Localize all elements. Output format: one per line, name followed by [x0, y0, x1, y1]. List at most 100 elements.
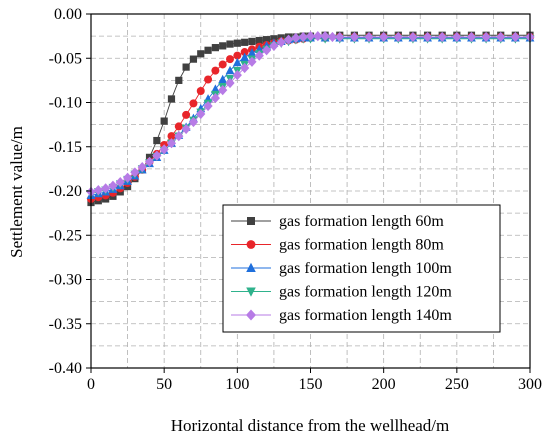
data-point [225, 65, 235, 75]
data-point [305, 31, 316, 42]
data-point [197, 50, 205, 58]
x-tick-label: 50 [156, 376, 172, 393]
data-point [327, 31, 338, 43]
x-tick-label: 100 [225, 376, 249, 393]
data-point [218, 60, 227, 69]
data-point [203, 100, 213, 112]
data-point [247, 48, 257, 57]
y-tick-label: -0.10 [49, 95, 82, 112]
y-tick-label: -0.20 [49, 183, 82, 200]
data-point [496, 31, 506, 43]
y-tick-label: -0.15 [49, 139, 82, 156]
data-point [153, 136, 161, 145]
legend-label: gas formation length 80m [279, 237, 444, 254]
data-point [181, 123, 191, 135]
data-point [255, 36, 263, 45]
y-axis-title: Settlement value/m [7, 126, 26, 258]
x-axis-title: Horizontal distance from the wellhead/m [171, 416, 450, 435]
data-point [233, 51, 242, 60]
x-tick-label: 300 [518, 376, 542, 393]
data-point [349, 31, 359, 43]
data-point [122, 172, 133, 183]
series-5 [86, 31, 535, 197]
data-point [174, 131, 184, 142]
x-tick-label: 250 [445, 376, 469, 393]
data-point [189, 55, 198, 63]
legend-label: gas formation length 100m [279, 260, 452, 277]
data-point [422, 31, 433, 43]
data-point [263, 36, 271, 44]
data-point [166, 138, 177, 149]
y-tick-label: -0.25 [49, 227, 82, 244]
data-point [182, 63, 190, 71]
data-point [240, 52, 250, 61]
data-point [232, 57, 242, 67]
data-point [408, 31, 418, 43]
data-point [247, 56, 257, 67]
data-point [182, 110, 191, 119]
legend-label: gas formation length 140m [279, 307, 452, 324]
data-point [218, 74, 228, 84]
data-point [437, 31, 447, 43]
data-point [283, 34, 294, 45]
x-tick-label: 200 [372, 376, 396, 393]
data-point [196, 86, 205, 95]
y-tick-label: -0.35 [49, 316, 82, 333]
data-point [101, 183, 111, 194]
legend-marker [246, 287, 256, 297]
series-group [86, 31, 535, 207]
data-point [510, 31, 520, 43]
data-point [225, 77, 235, 89]
data-point [269, 40, 279, 51]
legend-box [222, 204, 501, 333]
series-line [90, 37, 530, 196]
data-point [211, 66, 220, 75]
data-point [262, 45, 272, 56]
legend-marker [246, 240, 256, 249]
legend-marker [247, 217, 255, 225]
data-point [108, 180, 118, 191]
axis-ticks [86, 13, 531, 373]
data-point [175, 76, 183, 84]
data-point [240, 48, 249, 57]
data-point [174, 122, 183, 131]
x-tick-label: 150 [299, 376, 323, 393]
data-point [218, 85, 228, 96]
legend-marker [246, 309, 256, 321]
x-tick-label: 0 [87, 376, 95, 393]
data-point [167, 95, 176, 103]
data-point [115, 177, 125, 188]
data-point [137, 162, 147, 173]
y-tick-label: 0.00 [54, 6, 82, 23]
series-line [90, 34, 530, 203]
data-point [364, 31, 374, 43]
data-point [167, 132, 176, 141]
data-point [152, 150, 162, 161]
data-point [291, 32, 301, 43]
data-point [240, 62, 250, 74]
data-point [160, 117, 168, 125]
data-point [452, 31, 462, 43]
data-point [313, 31, 323, 42]
data-point [196, 108, 206, 120]
data-point [233, 39, 241, 47]
data-point [298, 31, 308, 43]
data-point [466, 31, 477, 43]
data-point [93, 185, 103, 196]
y-tick-label: -0.30 [49, 272, 82, 289]
series-4 [86, 35, 535, 199]
data-point [254, 50, 264, 61]
legend-marker [246, 262, 256, 272]
data-point [232, 69, 242, 81]
data-point [481, 31, 491, 43]
legend-label: gas formation length 120m [279, 284, 452, 301]
data-point [276, 37, 286, 48]
y-tick-label: -0.40 [49, 360, 82, 377]
data-point [210, 92, 220, 104]
data-point [226, 40, 234, 48]
data-point [189, 99, 198, 108]
data-point [211, 44, 219, 52]
data-point [226, 55, 235, 64]
data-point [219, 42, 227, 50]
